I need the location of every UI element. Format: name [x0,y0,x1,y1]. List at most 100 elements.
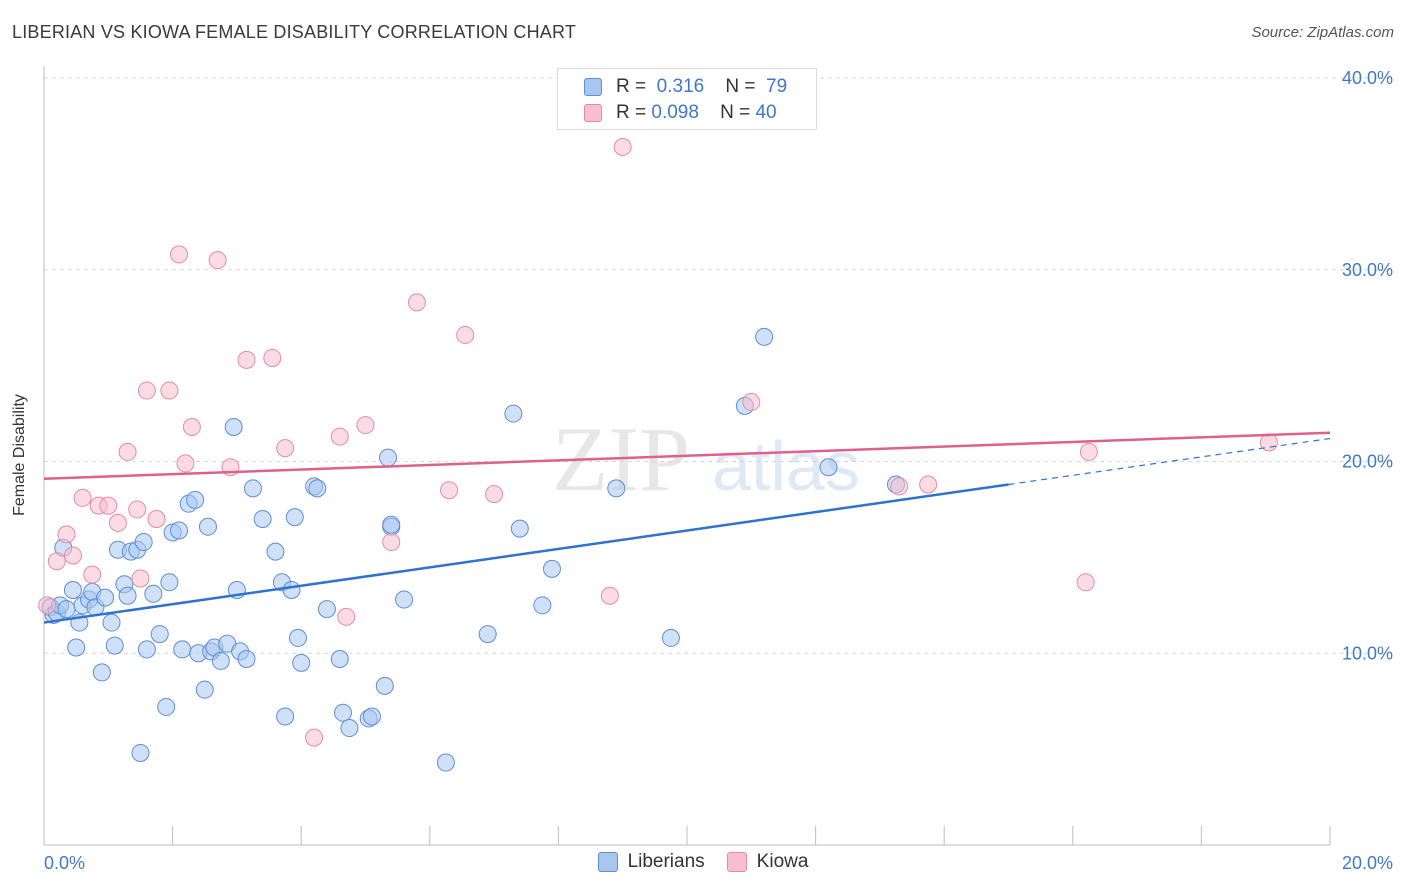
liberian-point [340,719,359,738]
legend-item-kiowa: Kiowa [726,851,808,873]
kiowa-point [485,485,504,504]
legend-r-value: 0.316 [656,76,705,97]
legend-n-label: N = [720,102,751,123]
legend-r-value: 0.098 [651,102,699,123]
x-tick-label: 20.0% [1342,853,1393,873]
liberian-point [285,508,304,527]
legend-row-kiowa: R = 0.098 N = 40 [584,101,777,125]
y-tick-labels: 10.0% 20.0% 30.0% 40.0% [1342,68,1393,663]
liberian-point [144,584,163,603]
y-tick-label: 30.0% [1342,260,1393,280]
liberian-point [137,640,156,659]
liberian-point [510,519,529,538]
kiowa-point [356,416,375,435]
kiowa-point [600,586,619,605]
liberian-point [224,417,243,436]
liberian-point [330,650,349,669]
kiowa-point [170,245,189,264]
liberian-point [395,590,414,609]
kiowa-point [1076,573,1095,592]
liberian-point [150,625,169,644]
kiowa-point [137,381,156,400]
kiowa-point [742,393,761,412]
liberian-point [317,600,336,619]
liberian-point [362,707,381,726]
liberian-point [157,697,176,716]
kiowa-point [890,477,909,496]
kiowa-point [128,500,147,519]
liberian-point [134,533,153,552]
trend-line-liberians-extension [1008,437,1331,486]
kiowa-point [63,546,82,565]
trend-line-kiowa [43,431,1331,481]
liberian-point [819,458,838,477]
liberian-point [504,404,523,423]
liberian-point [755,327,774,346]
liberian-point [237,650,256,669]
chart-title: LIBERIAN VS KIOWA FEMALE DISABILITY CORR… [12,22,577,42]
kiowa-point [330,427,349,446]
liberian-point [173,640,192,659]
legend-r-label: R = [616,76,647,97]
legend-row-liberians: R = 0.316 N = 79 [584,75,787,99]
liberian-point [243,479,262,498]
kiowa-point [176,454,195,473]
liberian-point [57,600,76,619]
kiowa-point [160,381,179,400]
kiowa-point [73,488,92,507]
liberian-point [542,559,561,578]
legend-r-label: R = [616,102,647,123]
kiowa-point [1079,442,1098,461]
kiowa-point [83,565,102,584]
kiowa-point [208,251,227,270]
liberian-point [382,515,401,534]
kiowa-point [38,596,57,615]
kiowa-point [440,481,459,500]
liberian-point [198,517,217,536]
kiowa-point [147,510,166,529]
axes [43,66,1331,846]
kiowa-point [305,728,324,747]
liberian-point [379,448,398,467]
liberian-point [436,753,455,772]
correlation-legend: R = 0.316 N = 79 R = 0.098 N = 40 [557,68,817,130]
liberian-point [195,680,214,699]
liberian-point [333,703,352,722]
y-tick-label: 10.0% [1342,643,1393,663]
kiowa-point [613,138,632,157]
kiowa-point [108,513,127,532]
watermark-atlas: atlas [712,427,860,505]
liberian-point [118,586,137,605]
liberian-point [253,510,272,529]
kiowa-point [337,607,356,626]
liberian-point [661,628,680,647]
kiowa-point [276,439,295,458]
liberian-point [478,625,497,644]
liberian-point [211,651,230,670]
legend-item-liberians: Liberians [597,851,705,873]
trend-line-liberians [43,483,1009,624]
legend-swatch-liberians [597,852,618,872]
source-attribution: Source: ZipAtlas.com [1251,24,1394,41]
liberian-point [533,596,552,615]
liberian-point [288,628,307,647]
kiowa-point [237,350,256,369]
x-tick-labels: 0.0% 20.0% [44,853,1393,873]
liberian-point [67,638,86,657]
liberian-point [63,580,82,599]
legend-label-liberians: Liberians [627,851,705,872]
liberian-point [186,490,205,509]
liberian-point [131,743,150,762]
kiowa-point [382,533,401,552]
liberian-point [105,636,124,655]
liberian-point [276,707,295,726]
kiowa-point [456,325,475,344]
liberian-point [308,479,327,498]
x-tick-label: 0.0% [44,853,85,873]
legend-swatch-kiowa [584,104,602,122]
series-legend: Liberians Kiowa [0,851,1406,873]
kiowa-point [131,569,150,588]
y-tick-label: 40.0% [1342,68,1393,88]
liberian-point [282,580,301,599]
legend-swatch-liberians [584,78,602,96]
